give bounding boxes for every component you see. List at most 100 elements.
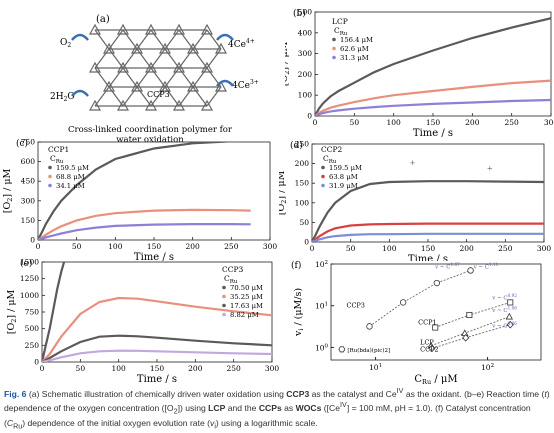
x-tick-label: 250 bbox=[498, 244, 513, 253]
polymer-link bbox=[94, 29, 110, 50]
legend-entry-1: 68.8 μM bbox=[56, 173, 85, 181]
h2o-label: 2H2O bbox=[50, 92, 75, 103]
polymer-link bbox=[178, 48, 194, 69]
chart-f-svg: (f) 101 102 100 101 102 CRu / μM vi / (μM/s) CCP… bbox=[291, 260, 542, 386]
x-tick-label: 200 bbox=[186, 242, 201, 251]
panel-label: (c) bbox=[16, 138, 28, 149]
ccp3-center-label: CCP3 bbox=[147, 90, 170, 99]
x-axis-label: Time / s bbox=[134, 252, 174, 261]
polymer-link bbox=[136, 48, 152, 69]
caption-lcp: LCP bbox=[208, 403, 226, 414]
outlier-mark: + bbox=[487, 165, 493, 173]
polymer-link bbox=[122, 67, 138, 88]
y-tick-label: 1500 bbox=[20, 258, 39, 267]
y-tick-label: 400 bbox=[298, 28, 313, 37]
figure-number: Fig. 6 bbox=[4, 388, 27, 399]
x-tick-label: 50 bbox=[72, 242, 82, 251]
polymer-link bbox=[94, 48, 110, 69]
caption-text-2: as the catalyst and Ce bbox=[311, 388, 397, 399]
polymer-link bbox=[108, 29, 124, 50]
legend-entry-3: 8.82 μM bbox=[230, 311, 259, 319]
panel-b-chart: (b) 0 50 100 150 200 250 300 0 100 200 300 400 500 Tim… bbox=[279, 2, 554, 140]
data-point-12 bbox=[506, 320, 514, 329]
x-axis-label: Time / s bbox=[137, 374, 177, 384]
polymer-link bbox=[164, 86, 180, 107]
legend-entry-1: 62.6 μM bbox=[340, 45, 369, 53]
polymer-link bbox=[206, 86, 222, 107]
chart-d-svg: (d) 0 50 100 150 200 250 300 0 50 100 150 200 250 Time… bbox=[276, 140, 551, 266]
panel-a-schematic: (a) O2 2H2O 4Ce4+ 4Ce3+ CCP3 Cross-linke… bbox=[0, 0, 290, 145]
polymer-link bbox=[150, 48, 166, 69]
x-tick-label: 50 bbox=[350, 118, 360, 127]
legend-header: CRu bbox=[323, 154, 337, 165]
x-tick-label: 250 bbox=[224, 242, 239, 251]
chart-c-svg: (c) 0 50 100 150 200 250 300 0 150 300 450 600 750 Tim… bbox=[2, 138, 277, 264]
caption-c-sub: Ru bbox=[13, 422, 23, 431]
data-point-2 bbox=[433, 279, 441, 287]
series-line-0 bbox=[312, 180, 544, 242]
legend-title: CCP3 bbox=[222, 265, 244, 274]
series-line-2 bbox=[38, 222, 251, 240]
panel-c-chart: (c) 0 50 100 150 200 250 300 0 150 300 450 600 750 Tim… bbox=[0, 136, 280, 264]
legend-marker-1 bbox=[321, 174, 325, 179]
panel-label: (f) bbox=[291, 260, 301, 271]
y-tick-label: 100 bbox=[295, 198, 310, 207]
fit-line-2 bbox=[430, 316, 510, 347]
x-tick-label: 101 bbox=[369, 363, 382, 372]
slope-annotation-0: v ~ C1.87 bbox=[434, 262, 460, 271]
x-axis-label: CRu / μM bbox=[414, 374, 457, 384]
data-point-0 bbox=[366, 323, 373, 330]
point-label-2: LCP bbox=[420, 339, 434, 347]
y-axis-label: [O2] / μM bbox=[6, 289, 18, 334]
legend-entry-1: 63.8 μM bbox=[329, 173, 358, 181]
polymer-link bbox=[164, 29, 180, 50]
left-top-arrow bbox=[71, 33, 89, 41]
series-line-0 bbox=[38, 142, 245, 240]
panel-a-label: (a) bbox=[96, 14, 110, 25]
x-tick-label: 250 bbox=[227, 364, 242, 373]
caption-ccp3: CCP3 bbox=[286, 388, 310, 399]
x-tick-label: 200 bbox=[188, 364, 203, 373]
caption-ccps: CCPs bbox=[258, 403, 282, 414]
y-tick-label: 250 bbox=[25, 341, 40, 350]
point-label-3: CCP2 bbox=[420, 345, 438, 353]
y-tick-label: 300 bbox=[298, 49, 313, 58]
plot-frame bbox=[330, 263, 542, 361]
y-tick-label: 250 bbox=[295, 140, 310, 149]
y-tick-label: 100 bbox=[315, 343, 329, 352]
caption-text-11: ) using a logarithmic scale. bbox=[215, 418, 318, 429]
right-top-arrow bbox=[216, 33, 234, 41]
x-tick-label: 0 bbox=[310, 244, 315, 253]
polymer-link bbox=[178, 86, 194, 107]
polymer-link bbox=[178, 29, 194, 50]
legend-header: CRu bbox=[50, 154, 64, 165]
legend-entry-0: 156.4 μM bbox=[340, 36, 373, 44]
slope-annotation-2: v ~ C0.92 bbox=[491, 293, 517, 302]
data-point-8 bbox=[461, 329, 469, 337]
polymer-link bbox=[164, 48, 180, 69]
caption-ce-sup2: IV bbox=[340, 401, 347, 410]
y-axis-label: [O2] / μM bbox=[2, 168, 14, 213]
series-line-2 bbox=[42, 334, 272, 362]
slope-annotation-4: v ~ C0.86 bbox=[491, 321, 517, 330]
legend-header: CRu bbox=[334, 26, 348, 37]
polymer-link bbox=[136, 67, 152, 88]
y-tick-label: 500 bbox=[25, 324, 40, 333]
polymer-link bbox=[192, 48, 208, 69]
figure-caption: Fig. 6 (a) Schematic illustration of che… bbox=[4, 386, 550, 433]
y-axis-label: [O2] / μM bbox=[279, 170, 288, 215]
polymer-link bbox=[192, 67, 208, 88]
data-point-13 bbox=[338, 346, 346, 353]
series-line-1 bbox=[42, 296, 272, 362]
legend-marker-3 bbox=[222, 312, 226, 317]
caption-v-var: v bbox=[210, 418, 215, 429]
right-bottom-arrow bbox=[216, 79, 234, 87]
point-label-0: CCP3 bbox=[346, 302, 364, 310]
caption-wocs: WOCs bbox=[295, 403, 322, 414]
caption-text-10: ) dependence of the initial oxygen evolu… bbox=[22, 418, 211, 429]
y-axis-label: [O2] / μM bbox=[285, 41, 291, 86]
x-tick-label: 100 bbox=[387, 118, 402, 127]
slope-annotation-3: v ~ C1.06 bbox=[491, 306, 517, 315]
legend-marker-2 bbox=[321, 183, 325, 188]
legend-entry-2: 31.3 μM bbox=[340, 54, 369, 62]
